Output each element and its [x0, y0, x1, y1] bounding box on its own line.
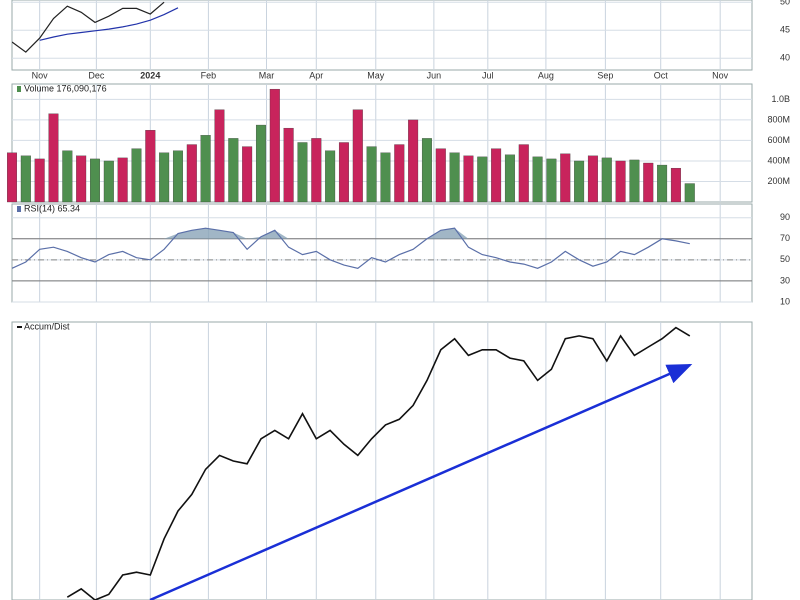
volume-bar: [421, 138, 432, 203]
y-tick-label: 400M: [767, 155, 790, 165]
volume-bar: [394, 144, 405, 203]
volume-bar: [657, 164, 668, 203]
volume-bar: [131, 148, 142, 203]
series-line: [39, 7, 179, 41]
x-tick-label: Apr: [309, 70, 323, 80]
volume-bar: [532, 156, 543, 203]
x-tick-label: Sep: [597, 70, 613, 80]
volume-bar: [615, 160, 626, 203]
y-tick-label: 200M: [767, 176, 790, 186]
volume-bar: [214, 109, 225, 203]
volume-bar: [117, 157, 128, 203]
volume-bar: [477, 156, 488, 203]
volume-bar: [269, 88, 280, 203]
volume-bar: [89, 158, 100, 203]
volume-bar: [449, 152, 460, 203]
volume-bar: [518, 144, 529, 203]
volume-bar: [463, 155, 474, 203]
x-tick-label: Nov: [712, 70, 729, 80]
y-tick-label: 800M: [767, 114, 790, 124]
y-tick-label: 600M: [767, 135, 790, 145]
x-tick-label: Nov: [32, 70, 49, 80]
y-tick-label: 30: [780, 275, 790, 285]
volume-bar: [366, 146, 377, 203]
series-line: [12, 1, 165, 53]
volume-bar: [311, 138, 322, 203]
y-tick-label: 40: [780, 53, 790, 63]
x-tick-label: 2024: [140, 70, 160, 80]
volume-bar: [34, 158, 45, 203]
volume-bar: [684, 183, 695, 203]
volume-bar: [643, 162, 654, 203]
volume-bar: [255, 124, 266, 203]
layer: 40 45 50 200M 400M 600M 800M 1.0B 10 30 50 70 90 Nov D…: [7, 0, 790, 600]
volume-bar: [20, 155, 31, 203]
volume-bar: [338, 142, 349, 203]
volume-bar: [186, 144, 197, 203]
y-tick-label: 50: [780, 254, 790, 264]
x-tick-label: Feb: [201, 70, 217, 80]
x-tick-label: Oct: [654, 70, 669, 80]
accum-title: Accum/Dist: [24, 321, 70, 331]
x-tick-label: May: [367, 70, 385, 80]
volume-bar: [242, 146, 253, 203]
volume-bar: [352, 109, 363, 203]
volume-bar: [145, 130, 156, 203]
volume-title: Volume 176,090,176: [24, 83, 107, 93]
volume-icon: [17, 86, 21, 92]
volume-bar: [48, 113, 59, 203]
y-tick-label: 50: [780, 0, 790, 7]
volume-bar: [546, 158, 557, 203]
x-tick-label: Jul: [482, 70, 494, 80]
y-tick-label: 90: [780, 212, 790, 222]
volume-bar: [62, 150, 73, 203]
volume-bar: [380, 152, 391, 203]
volume-bar: [504, 154, 515, 203]
volume-bar: [228, 138, 239, 203]
volume-bar: [629, 159, 640, 203]
x-tick-label: Mar: [259, 70, 275, 80]
x-tick-label: Aug: [538, 70, 554, 80]
volume-bar: [560, 153, 571, 203]
volume-bar: [159, 152, 170, 203]
series-line: [12, 227, 690, 269]
series-line: [66, 326, 691, 600]
volume-bar: [103, 160, 114, 203]
y-tick-label: 70: [780, 233, 790, 243]
volume-bar: [587, 155, 598, 203]
volume-bar: [76, 155, 87, 203]
x-tick-label: Jun: [427, 70, 442, 80]
volume-bar: [200, 135, 211, 203]
rsi-icon: [17, 206, 21, 212]
volume-bar: [7, 152, 17, 203]
trend-arrow: [149, 363, 693, 600]
volume-bar: [670, 167, 681, 203]
volume-bar: [325, 150, 336, 203]
y-tick-label: 45: [780, 25, 790, 35]
volume-bar: [491, 148, 502, 203]
volume-bar: [408, 119, 419, 203]
x-tick-label: Dec: [88, 70, 105, 80]
rsi-overbought-fill: [12, 228, 690, 239]
rsi-title: RSI(14) 65.34: [24, 203, 80, 213]
volume-bar: [297, 142, 308, 203]
volume-bar: [435, 148, 446, 203]
volume-bar: [601, 157, 612, 203]
y-tick-label: 10: [780, 296, 790, 306]
volume-bar: [172, 150, 183, 203]
y-tick-label: 1.0B: [771, 94, 790, 104]
accum-panel: [11, 321, 753, 600]
rsi-panel: [11, 203, 753, 303]
volume-bar: [283, 127, 294, 203]
volume-bar: [574, 160, 585, 203]
price-panel: [11, 0, 753, 71]
